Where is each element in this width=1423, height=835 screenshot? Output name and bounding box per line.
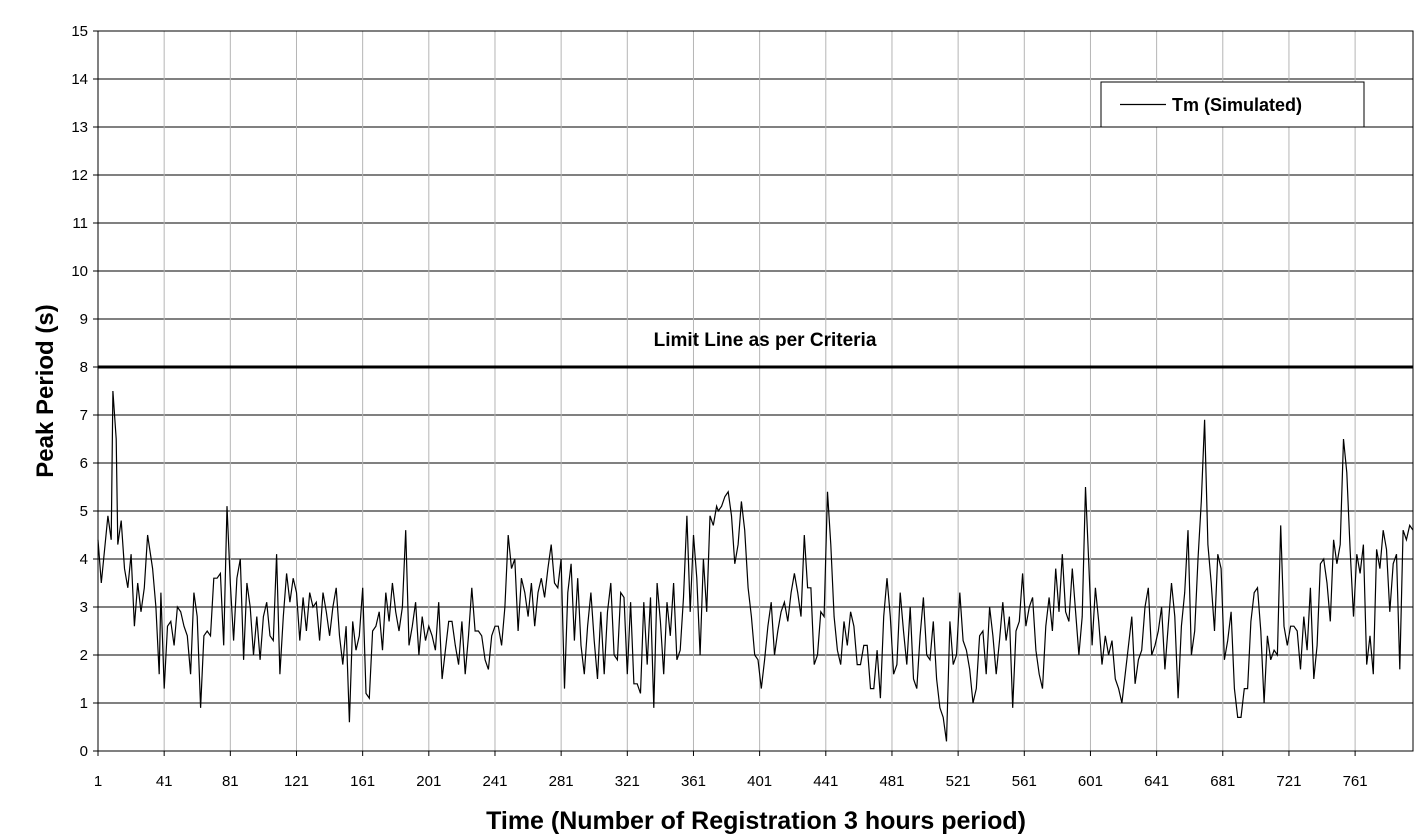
y-tick-label: 5 — [80, 503, 88, 520]
x-tick-label: 561 — [1012, 773, 1037, 790]
series-line-tm-simulated — [97, 390, 1414, 742]
x-tick-label: 481 — [879, 773, 904, 790]
x-axis-ticks: 1 41 81 121 161 201 241 281 321 361 401 441 481 521 56… — [94, 751, 1368, 790]
x-tick-label: 601 — [1078, 773, 1103, 790]
x-tick-label: 41 — [156, 773, 173, 790]
x-tick-label: 201 — [416, 773, 441, 790]
y-tick-label: 3 — [80, 599, 88, 616]
y-axis-title: Peak Period (s) — [32, 304, 59, 477]
x-tick-label: 641 — [1144, 773, 1169, 790]
limit-line-label: Limit Line as per Criteria — [654, 330, 877, 351]
y-tick-label: 14 — [71, 71, 88, 88]
plot-area-border — [97, 30, 1414, 752]
y-tick-label: 9 — [80, 311, 88, 328]
y-tick-label: 13 — [71, 119, 88, 136]
x-tick-label: 81 — [222, 773, 239, 790]
y-tick-label: 10 — [71, 263, 88, 280]
y-tick-label: 8 — [80, 359, 88, 376]
x-tick-label: 281 — [549, 773, 574, 790]
legend-label-tm-simulated: Tm (Simulated) — [1172, 95, 1302, 115]
y-tick-label: 15 — [71, 23, 88, 40]
x-tick-label: 321 — [615, 773, 640, 790]
y-tick-label: 0 — [80, 743, 88, 760]
y-tick-label: 2 — [80, 647, 88, 664]
x-tick-label: 241 — [482, 773, 507, 790]
x-tick-label: 721 — [1276, 773, 1301, 790]
x-tick-label: 361 — [681, 773, 706, 790]
x-tick-label: 161 — [350, 773, 375, 790]
gridlines — [97, 30, 1413, 752]
x-tick-label: 1 — [94, 773, 102, 790]
y-tick-label: 11 — [72, 215, 88, 232]
y-tick-label: 4 — [80, 551, 88, 568]
y-tick-label: 12 — [71, 167, 88, 184]
x-tick-label: 441 — [813, 773, 838, 790]
y-tick-label: 6 — [80, 455, 88, 472]
x-tick-label: 761 — [1343, 773, 1368, 790]
x-tick-label: 401 — [747, 773, 772, 790]
legend: Tm (Simulated) — [1100, 81, 1365, 128]
x-tick-label: 121 — [284, 773, 309, 790]
y-tick-label: 7 — [80, 407, 88, 424]
x-tick-label: 681 — [1210, 773, 1235, 790]
x-tick-label: 521 — [946, 773, 971, 790]
y-tick-label: 1 — [80, 695, 88, 712]
x-axis-title: Time (Number of Registration 3 hours per… — [486, 807, 1026, 835]
